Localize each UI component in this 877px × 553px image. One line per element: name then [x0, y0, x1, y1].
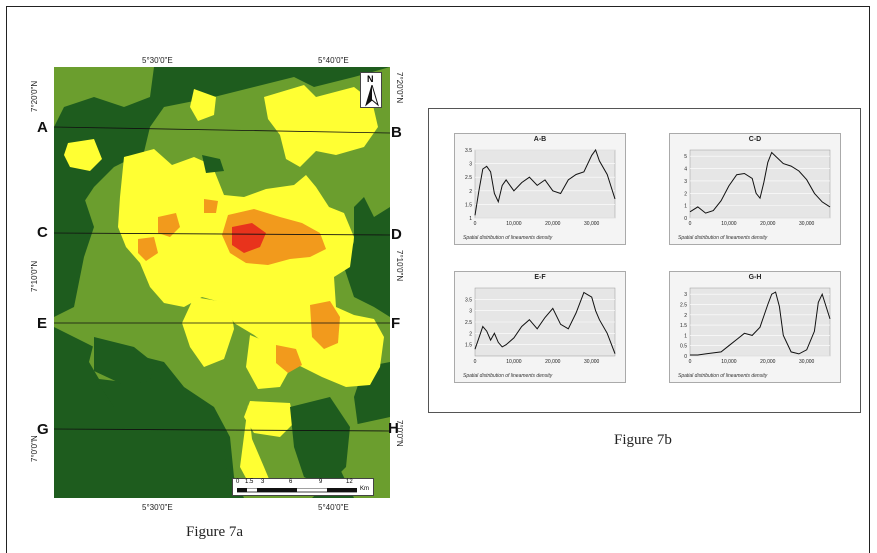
x-tick-label: 10,000: [506, 221, 522, 227]
north-arrow: N: [360, 72, 382, 108]
chart-g-h: G-H 0 0.5 1 1.5 2 2.5 3 0 10,000 20,000 30,000 Spa…: [669, 271, 841, 383]
scale-tick-5: 12: [346, 479, 353, 485]
chart-plot-c-d: 0 1 2 3 4 5 0 10,000 20,000 30,000: [670, 144, 840, 244]
left-coord-2: 7°10'0"N: [30, 261, 39, 292]
scale-tick-2: 3: [261, 479, 264, 485]
y-tick-label: 1: [684, 204, 687, 210]
x-tick-label: 10,000: [506, 359, 522, 365]
y-tick-label: 0.5: [680, 344, 687, 350]
x-tick-label: 0: [689, 221, 692, 227]
x-tick-label: 20,000: [545, 359, 561, 365]
y-tick-label: 2: [684, 313, 687, 319]
profile-label-c: C: [37, 224, 48, 241]
y-tick-label: 0: [684, 354, 687, 360]
chart-title-c-d: C-D: [670, 136, 840, 143]
y-tick-label: 2.5: [465, 175, 472, 181]
chart-title-e-f: E-F: [455, 274, 625, 281]
chart-note-a-b: Spatial distribution of lineaments densi…: [463, 235, 552, 241]
scale-tick-4: 9: [319, 479, 322, 485]
y-tick-label: 2: [684, 191, 687, 197]
scale-bar-graphic: [237, 488, 357, 493]
y-tick-label: 2.5: [680, 302, 687, 308]
scale-tick-0: 0: [236, 479, 239, 485]
top-coord-1: 5°30'0"E: [142, 56, 173, 65]
caption-figure-7b: Figure 7b: [614, 432, 672, 449]
bottom-coord-2: 5°40'0"E: [318, 503, 349, 512]
chart-e-f: E-F 1.5 2 2.5 3 3.5 0 10,000 20,000 30,000 Spati…: [454, 271, 626, 383]
top-coord-2: 5°40'0"E: [318, 56, 349, 65]
x-tick-label: 20,000: [545, 221, 561, 227]
map-zone-high-4: [204, 199, 218, 213]
figure-7b-panel: A-B 1 1.5 2 2.5 3 3.5 0 10,000 20,000 30,000 Spat…: [428, 108, 861, 413]
lineament-density-map: [54, 67, 390, 498]
x-tick-label: 30,000: [799, 359, 815, 365]
scale-tick-3: 6: [289, 479, 292, 485]
bottom-coord-1: 5°30'0"E: [142, 503, 173, 512]
y-tick-label: 3.5: [465, 148, 472, 154]
x-tick-label: 30,000: [584, 359, 600, 365]
x-tick-label: 0: [474, 221, 477, 227]
y-tick-label: 2.5: [465, 320, 472, 326]
chart-note-c-d: Spatial distribution of lineaments densi…: [678, 235, 767, 241]
y-tick-label: 1.5: [465, 343, 472, 349]
y-tick-label: 1.5: [465, 202, 472, 208]
left-coord-1: 7°20'0"N: [30, 81, 39, 112]
profile-label-e: E: [37, 315, 47, 332]
chart-note-g-h: Spatial distribution of lineaments densi…: [678, 373, 767, 379]
scale-unit: Km: [360, 486, 369, 492]
right-coord-2: 7°10'0"N: [395, 250, 404, 281]
y-tick-label: 3: [684, 292, 687, 298]
profile-label-g: G: [37, 421, 49, 438]
y-tick-label: 3: [469, 309, 472, 315]
chart-c-d: C-D 0 1 2 3 4 5 0 10,000 20,000 30,000 Spatial di…: [669, 133, 841, 245]
north-label: N: [367, 74, 374, 84]
chart-title-a-b: A-B: [455, 136, 625, 143]
y-tick-label: 2: [469, 331, 472, 337]
right-coord-1: 7°20'0"N: [395, 72, 404, 103]
left-coord-3: 7°0'0"N: [30, 435, 39, 462]
y-tick-label: 2: [469, 189, 472, 195]
y-tick-label: 1: [684, 333, 687, 339]
y-tick-label: 1: [469, 216, 472, 222]
chart-plot-e-f: 1.5 2 2.5 3 3.5 0 10,000 20,000 30,000: [455, 282, 625, 382]
scale-tick-1: 1.5: [245, 479, 253, 485]
y-tick-label: 4: [684, 167, 687, 173]
chart-plot-a-b: 1 1.5 2 2.5 3 3.5 0 10,000 20,000 30,000: [455, 144, 625, 244]
x-tick-label: 30,000: [799, 221, 815, 227]
x-tick-label: 10,000: [721, 221, 737, 227]
chart-a-b: A-B 1 1.5 2 2.5 3 3.5 0 10,000 20,000 30,000 Spat…: [454, 133, 626, 245]
caption-figure-7a: Figure 7a: [186, 524, 243, 541]
x-tick-label: 30,000: [584, 221, 600, 227]
x-tick-label: 0: [474, 359, 477, 365]
x-tick-label: 20,000: [760, 221, 776, 227]
north-arrow-icon: [364, 85, 380, 107]
x-tick-label: 10,000: [721, 359, 737, 365]
chart-note-e-f: Spatial distribution of lineaments densi…: [463, 373, 552, 379]
y-tick-label: 0: [684, 216, 687, 222]
profile-label-d: D: [391, 226, 402, 243]
x-tick-label: 0: [689, 359, 692, 365]
y-tick-label: 1.5: [680, 323, 687, 329]
plot-area: [475, 150, 615, 218]
chart-plot-g-h: 0 0.5 1 1.5 2 2.5 3 0 10,000 20,000 30,000: [670, 282, 840, 382]
y-tick-label: 3.5: [465, 297, 472, 303]
profile-label-f: F: [391, 315, 400, 332]
scale-bar: 0 1.5 3 6 9 12 Km: [232, 478, 374, 496]
y-tick-label: 3: [684, 179, 687, 185]
profile-label-h: H: [388, 420, 399, 437]
profile-label-a: A: [37, 119, 48, 136]
y-tick-label: 3: [469, 162, 472, 168]
y-tick-label: 5: [684, 154, 687, 160]
profile-label-b: B: [391, 124, 402, 141]
x-tick-label: 20,000: [760, 359, 776, 365]
chart-title-g-h: G-H: [670, 274, 840, 281]
